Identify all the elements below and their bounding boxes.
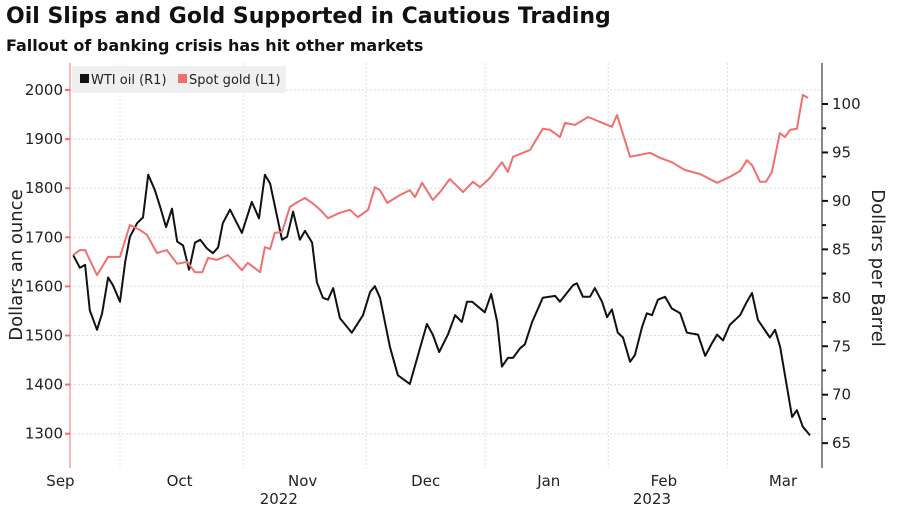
legend-swatch (80, 74, 89, 83)
year-label: 2022 (260, 490, 298, 508)
left-tick-label: 1900 (25, 130, 63, 148)
legend-entry: Spot gold (L1) (189, 73, 281, 88)
right-axis-title: Dollars per Barrel (867, 189, 888, 347)
year-label: 2023 (633, 490, 671, 508)
right-tick-label: 75 (832, 337, 851, 355)
x-tick-label: Oct (167, 472, 193, 490)
right-tick-label: 80 (832, 289, 851, 307)
x-tick-label: Jan (536, 472, 560, 490)
x-tick-label: Sep (46, 472, 74, 490)
x-tick-label: Mar (769, 472, 798, 490)
gold-series-line (72, 93, 809, 277)
right-tick-label: 70 (832, 386, 851, 404)
chart-subtitle: Fallout of banking crisis has hit other … (6, 36, 424, 55)
legend-swatch (178, 74, 187, 83)
x-tick-label: Dec (411, 472, 440, 490)
left-tick-label: 1400 (25, 376, 63, 394)
x-tick-label: Nov (288, 472, 317, 490)
left-tick-label: 2000 (25, 81, 63, 99)
left-tick-label: 1800 (25, 179, 63, 197)
right-tick-label: 95 (832, 143, 851, 161)
left-axis-title: Dollars an ounce (6, 189, 27, 340)
right-tick-label: 100 (832, 95, 861, 113)
oil-series-line (72, 173, 811, 437)
legend-entry: WTI oil (R1) (91, 73, 167, 88)
right-tick-label: 85 (832, 240, 851, 258)
left-tick-label: 1300 (25, 425, 63, 443)
right-tick-label: 65 (832, 434, 851, 452)
x-tick-label: Feb (651, 472, 678, 490)
left-tick-label: 1700 (25, 228, 63, 246)
left-tick-label: 1600 (25, 277, 63, 295)
left-tick-label: 1500 (25, 327, 63, 345)
right-tick-label: 90 (832, 192, 851, 210)
chart-title: Oil Slips and Gold Supported in Cautious… (6, 4, 611, 29)
